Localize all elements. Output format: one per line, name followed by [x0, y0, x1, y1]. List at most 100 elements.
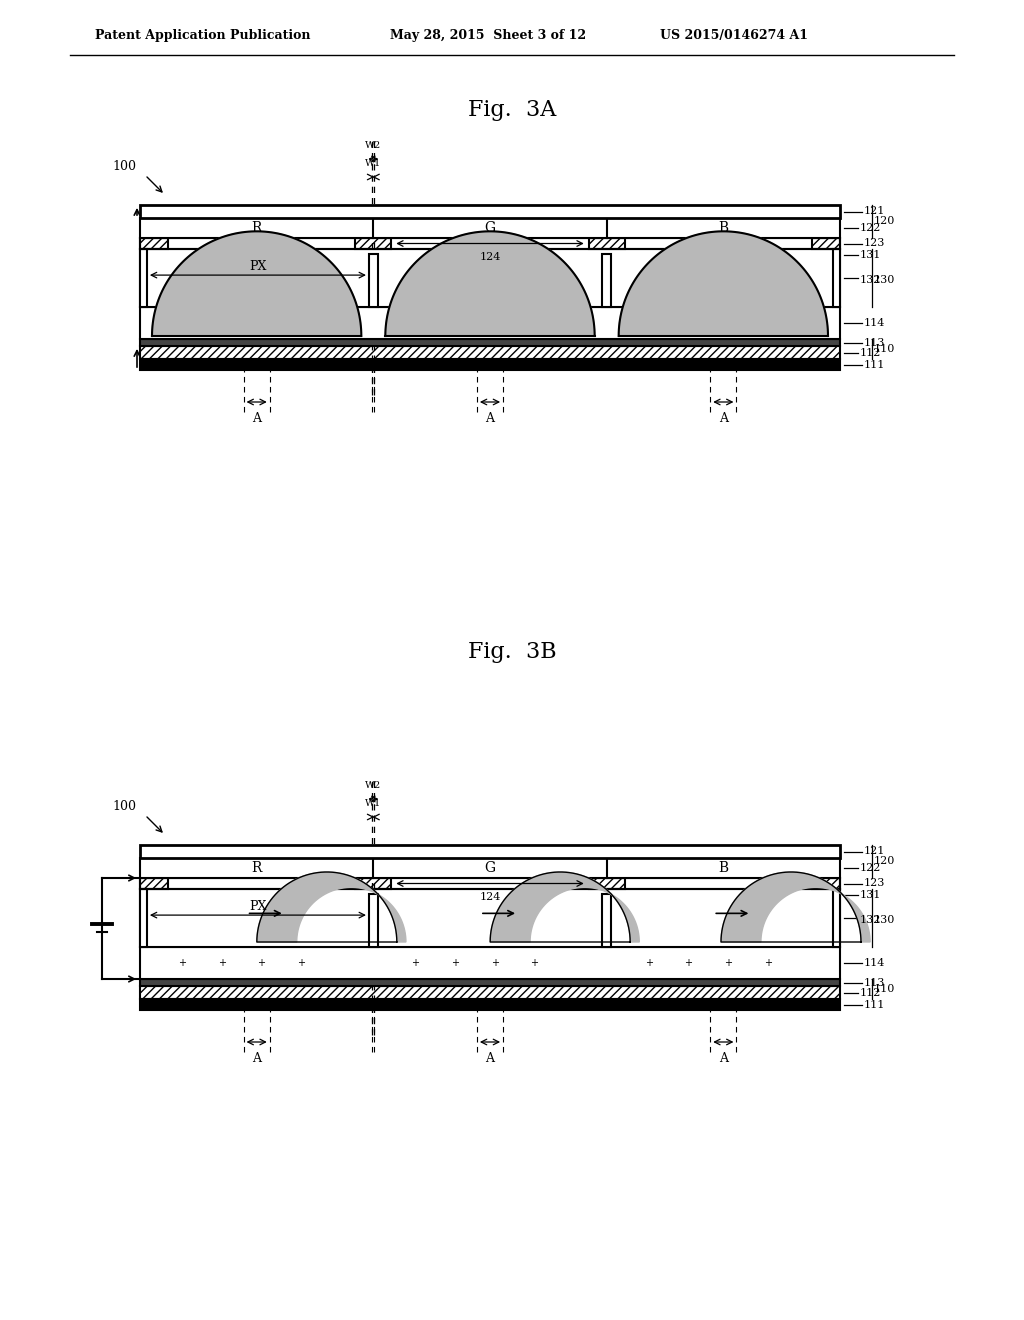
Text: 131: 131: [860, 249, 882, 260]
Text: 123: 123: [864, 239, 886, 248]
Bar: [140, 218, 840, 238]
Bar: [602, 894, 611, 946]
Text: 113: 113: [864, 978, 886, 987]
Text: 120: 120: [874, 857, 895, 866]
Bar: [140, 249, 147, 308]
Text: +: +: [684, 958, 692, 968]
Text: A: A: [252, 412, 261, 425]
Text: 100: 100: [112, 161, 136, 173]
Text: 130: 130: [874, 275, 895, 285]
Text: +: +: [724, 958, 732, 968]
Bar: [140, 946, 840, 979]
Text: A: A: [252, 1052, 261, 1065]
Text: 112: 112: [860, 987, 882, 998]
Text: 111: 111: [864, 999, 886, 1010]
Polygon shape: [385, 231, 595, 337]
Text: PX: PX: [249, 260, 266, 273]
Bar: [140, 205, 840, 218]
Bar: [589, 238, 625, 249]
Text: 110: 110: [874, 345, 895, 354]
Bar: [140, 308, 840, 339]
Bar: [140, 238, 168, 249]
Text: +: +: [490, 958, 499, 968]
Text: +: +: [297, 958, 305, 968]
Bar: [833, 888, 840, 946]
Text: +: +: [530, 958, 539, 968]
Bar: [140, 999, 840, 1010]
Bar: [589, 878, 625, 888]
Text: W2: W2: [366, 781, 382, 789]
Text: 132: 132: [860, 915, 882, 925]
Bar: [812, 878, 840, 888]
Text: +: +: [412, 958, 420, 968]
Bar: [140, 858, 840, 878]
Polygon shape: [257, 873, 406, 942]
Text: B: B: [718, 861, 728, 875]
Text: 114: 114: [864, 958, 886, 968]
Bar: [140, 878, 840, 888]
Text: May 28, 2015  Sheet 3 of 12: May 28, 2015 Sheet 3 of 12: [390, 29, 586, 41]
Bar: [140, 888, 147, 946]
Text: 121: 121: [864, 846, 886, 857]
Text: 131: 131: [860, 890, 882, 900]
Text: W2: W2: [366, 141, 382, 150]
Polygon shape: [152, 231, 361, 337]
Text: +: +: [218, 958, 225, 968]
Text: A: A: [485, 1052, 495, 1065]
Bar: [140, 238, 840, 249]
Text: 130: 130: [874, 915, 895, 925]
Text: +: +: [645, 958, 652, 968]
Text: +: +: [178, 958, 186, 968]
Bar: [140, 878, 168, 888]
Text: 110: 110: [874, 983, 895, 994]
Bar: [833, 249, 840, 308]
Bar: [355, 878, 391, 888]
Text: 132: 132: [860, 275, 882, 285]
Text: B: B: [718, 220, 728, 235]
Bar: [140, 845, 840, 858]
Text: +: +: [257, 958, 265, 968]
Bar: [140, 986, 840, 999]
Text: US 2015/0146274 A1: US 2015/0146274 A1: [660, 29, 808, 41]
Text: A: A: [719, 412, 728, 425]
Text: 122: 122: [860, 863, 882, 873]
Bar: [355, 238, 391, 249]
Text: W1: W1: [366, 799, 382, 808]
Text: 113: 113: [864, 338, 886, 347]
Text: Fig.  3B: Fig. 3B: [468, 642, 556, 663]
Text: 114: 114: [864, 318, 886, 327]
Bar: [140, 979, 840, 986]
Text: 124: 124: [479, 891, 501, 902]
Bar: [140, 339, 840, 346]
Polygon shape: [618, 231, 828, 337]
Text: +: +: [451, 958, 459, 968]
Polygon shape: [721, 873, 870, 942]
Bar: [140, 249, 840, 308]
Text: PX: PX: [249, 900, 266, 912]
Text: 120: 120: [874, 216, 895, 227]
Text: Fig.  3A: Fig. 3A: [468, 99, 556, 121]
Text: 112: 112: [860, 347, 882, 358]
Bar: [812, 238, 840, 249]
Text: R: R: [252, 861, 262, 875]
Text: R: R: [252, 220, 262, 235]
Text: G: G: [484, 861, 496, 875]
Text: +: +: [764, 958, 772, 968]
Bar: [140, 888, 840, 946]
Text: 123: 123: [864, 879, 886, 888]
Text: 124: 124: [479, 252, 501, 261]
Bar: [140, 346, 840, 359]
Text: G: G: [484, 220, 496, 235]
Bar: [602, 253, 611, 308]
Bar: [369, 253, 378, 308]
Text: 121: 121: [864, 206, 886, 216]
Text: A: A: [719, 1052, 728, 1065]
Bar: [140, 359, 840, 370]
Text: 100: 100: [112, 800, 136, 813]
Text: A: A: [485, 412, 495, 425]
Text: 111: 111: [864, 359, 886, 370]
Bar: [369, 894, 378, 946]
Text: W1: W1: [366, 158, 382, 168]
Text: Patent Application Publication: Patent Application Publication: [95, 29, 310, 41]
Polygon shape: [490, 873, 639, 942]
